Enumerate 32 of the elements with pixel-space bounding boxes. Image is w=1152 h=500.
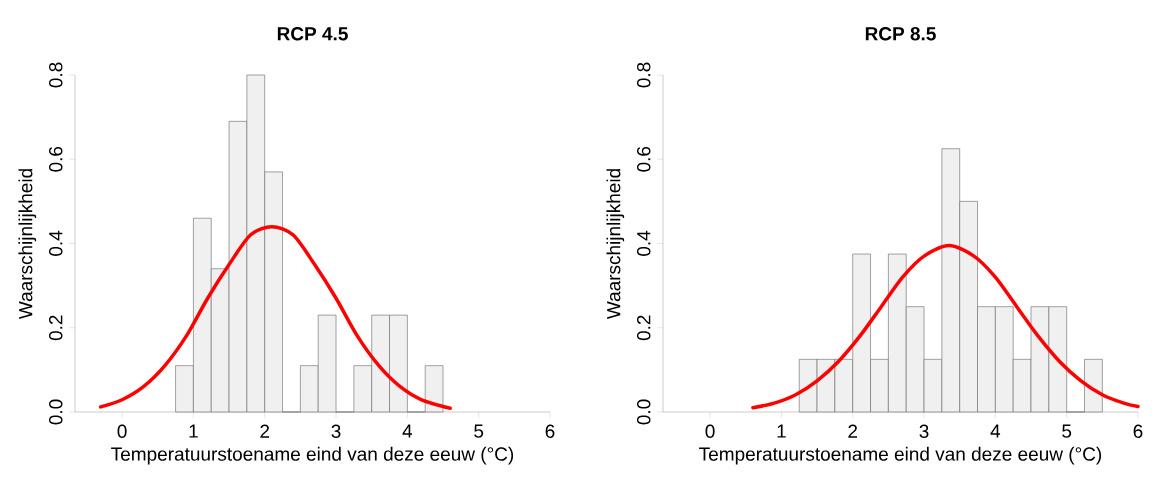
y-tick-label: 0.0 (49, 399, 63, 425)
x-tick-label: 5 (474, 424, 484, 438)
x-tick-label: 1 (189, 424, 198, 438)
x-tick-label: 6 (545, 424, 555, 438)
x-axis-title: Temperatuurstoename eind van deze eeuw (°C) (699, 446, 1102, 465)
y-tick-label: 0.8 (637, 62, 651, 88)
x-tick-label: 3 (919, 424, 929, 438)
y-tick-label: 0.4 (49, 230, 63, 256)
x-tick-label: 5 (1062, 424, 1072, 438)
line-series (751, 243, 1140, 410)
line-series (98, 224, 452, 410)
y-tick-label: 0.0 (637, 399, 651, 425)
x-tick-label: 1 (777, 424, 786, 438)
y-axis-title: Waarschijnlijkheid (606, 169, 625, 320)
y-tick-label: 0.6 (49, 146, 63, 172)
y-tick-label: 0.2 (637, 315, 651, 341)
x-tick-label: 2 (848, 424, 858, 438)
y-tick-label: 0.6 (637, 146, 651, 172)
x-tick-label: 2 (260, 424, 270, 438)
x-tick-label: 0 (117, 424, 127, 438)
x-tick-label: 0 (705, 424, 715, 438)
x-tick-label: 3 (331, 424, 341, 438)
x-tick-label: 4 (990, 424, 1001, 438)
chart-title: RCP 4.5 (277, 27, 348, 41)
x-axis-title: Temperatuurstoename eind van deze eeuw (°C) (111, 446, 514, 465)
y-tick-label: 0.2 (49, 315, 63, 341)
y-tick-label: 0.8 (49, 62, 63, 88)
x-tick-label: 6 (1133, 424, 1143, 438)
y-axis-title: Waarschijnlijkheid (18, 169, 37, 320)
chart-title: RCP 8.5 (865, 27, 936, 41)
x-tick-label: 4 (402, 424, 413, 438)
y-tick-label: 0.4 (637, 230, 651, 256)
